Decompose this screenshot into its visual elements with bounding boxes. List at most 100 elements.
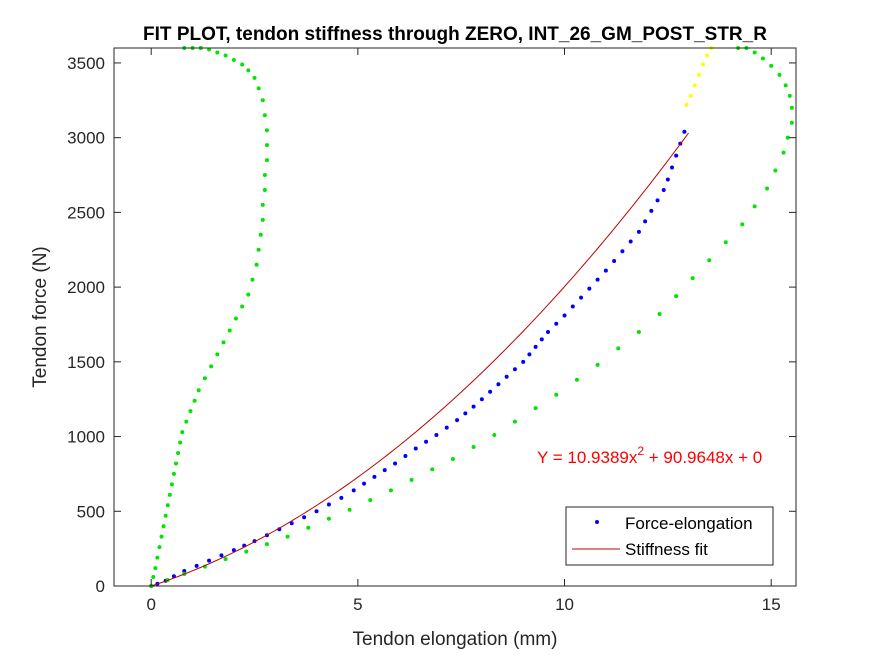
data-point: [264, 128, 269, 133]
data-point: [674, 294, 679, 299]
data-point: [258, 232, 263, 237]
data-point: [182, 569, 187, 574]
data-point: [339, 495, 344, 500]
data-point: [740, 222, 745, 227]
data-point: [153, 566, 158, 571]
data-point: [789, 120, 794, 125]
data-point: [192, 398, 197, 403]
data-point: [262, 113, 267, 118]
data-point: [785, 135, 790, 140]
data-point: [595, 277, 600, 282]
data-point: [196, 388, 201, 393]
data-point: [787, 93, 792, 98]
y-tick-label: 2000: [67, 278, 105, 297]
data-point: [413, 446, 418, 451]
data-point: [554, 321, 559, 326]
legend-marker-force-elongation: [595, 520, 599, 524]
data-point: [244, 549, 249, 554]
data-point: [657, 312, 662, 317]
data-point: [471, 445, 476, 450]
data-point: [188, 409, 193, 414]
data-point: [184, 419, 189, 424]
data-point: [264, 143, 269, 148]
data-point: [690, 276, 695, 281]
data-point: [351, 488, 356, 493]
data-point: [773, 168, 778, 173]
data-point: [574, 377, 579, 382]
data-point: [587, 286, 592, 291]
data-point: [169, 482, 174, 487]
fit-equation-prefix: Y = 10.9389x: [537, 448, 638, 467]
data-point: [570, 304, 575, 309]
data-point: [155, 555, 160, 560]
data-point: [777, 72, 782, 77]
fit-equation-suffix: + 90.9648x + 0: [644, 448, 762, 467]
data-point: [260, 217, 265, 222]
data-point: [262, 187, 267, 192]
data-point: [463, 411, 468, 416]
data-point: [546, 329, 550, 334]
data-point: [159, 534, 164, 539]
data-point: [455, 418, 460, 423]
data-point: [215, 50, 220, 55]
data-point: [223, 53, 228, 58]
y-tick-label: 1000: [67, 428, 105, 447]
x-tick-label: 15: [762, 595, 781, 614]
data-point: [176, 450, 181, 455]
data-point: [289, 521, 294, 526]
data-point: [165, 503, 170, 508]
series-3: [149, 46, 794, 588]
data-point: [231, 57, 236, 62]
data-point: [202, 376, 207, 381]
data-point: [215, 352, 220, 357]
data-point: [723, 240, 728, 245]
data-point: [163, 513, 168, 518]
data-point: [424, 439, 429, 444]
data-point: [595, 362, 600, 367]
data-point: [194, 563, 199, 568]
data-point: [488, 389, 493, 394]
data-point: [603, 268, 608, 273]
y-tick-label: 3500: [67, 54, 105, 73]
data-point: [682, 129, 687, 134]
fit-equation-exponent: 2: [637, 444, 644, 458]
legend-box: [565, 506, 774, 566]
data-point: [527, 352, 532, 357]
data-point: [326, 502, 331, 507]
legend-label-stiffness-fit: Stiffness fit: [625, 540, 708, 559]
data-point: [233, 316, 238, 321]
data-point: [161, 524, 166, 529]
data-point: [219, 553, 224, 558]
data-point: [539, 337, 544, 342]
data-point: [701, 62, 705, 67]
data-point: [223, 557, 228, 562]
data-point: [240, 304, 245, 309]
data-point: [246, 68, 251, 73]
data-point: [479, 397, 484, 402]
chart-title: FIT PLOT, tendon stiffness through ZERO,…: [143, 24, 767, 45]
data-point: [471, 404, 476, 409]
data-point: [707, 258, 712, 263]
x-axis-label: Tendon elongation (mm): [353, 629, 558, 650]
axes-box: [113, 47, 797, 587]
data-point: [409, 477, 414, 482]
data-point: [783, 83, 788, 88]
chart-marks: [149, 46, 794, 588]
data-point: [781, 150, 786, 155]
data-point: [504, 374, 509, 379]
legend-label-force-elongation: Force-elongation: [625, 514, 753, 533]
data-point: [665, 177, 670, 182]
data-point: [752, 204, 757, 209]
data-point: [760, 56, 765, 61]
data-point: [207, 558, 212, 563]
data-point: [382, 468, 387, 473]
stiffness-fit-line: [151, 132, 689, 587]
data-point: [533, 406, 538, 411]
data-point: [620, 249, 625, 254]
data-point: [347, 507, 352, 512]
data-point: [157, 545, 162, 550]
data-point: [260, 98, 265, 103]
data-point: [643, 219, 648, 224]
chart-axes: 0 5 10 15 0 500 1000 1500 2000 2500 3000 3500: [67, 47, 797, 614]
